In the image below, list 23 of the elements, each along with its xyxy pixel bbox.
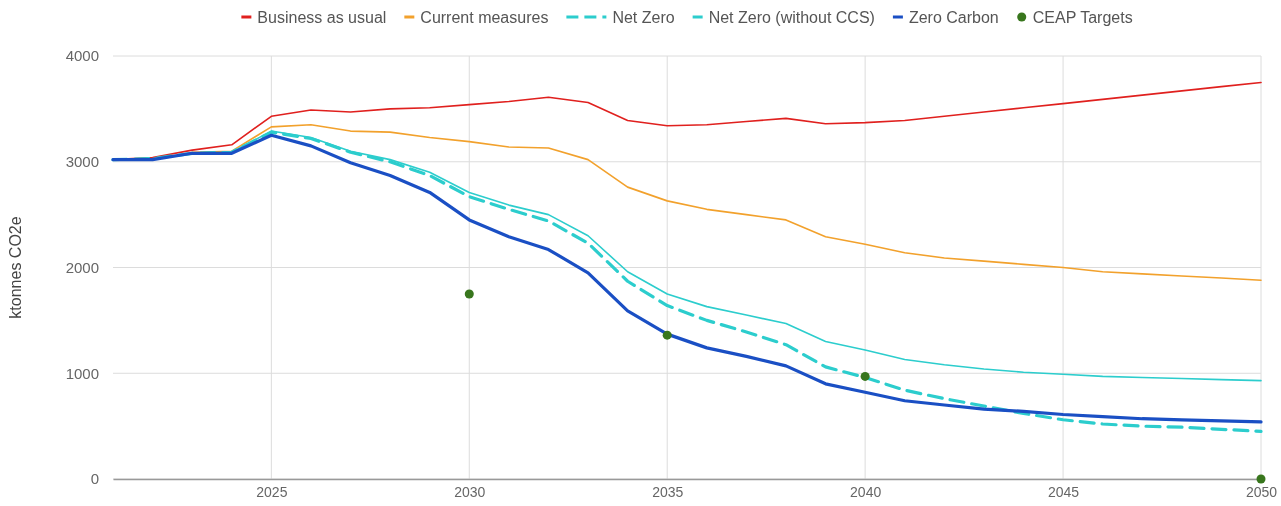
y-tick-label: 0 bbox=[90, 470, 99, 488]
point bbox=[1256, 474, 1266, 484]
line-series bbox=[191, 123, 1262, 281]
x-tick-label: 2030 bbox=[454, 483, 486, 500]
legend-label: Current measures bbox=[420, 9, 549, 26]
y-axis-title: ktonnes CO2e bbox=[7, 216, 24, 319]
point bbox=[860, 371, 870, 381]
legend-label: CEAP Targets bbox=[1032, 9, 1133, 26]
legend-label: Business as usual bbox=[257, 9, 387, 26]
legend-label: Zero Carbon bbox=[908, 9, 999, 26]
x-tick-label: 2050 bbox=[1245, 483, 1278, 500]
x-tick-label: 2025 bbox=[256, 483, 288, 500]
y-tick-label: 1000 bbox=[65, 364, 99, 382]
x-tick-label: 2035 bbox=[652, 483, 684, 500]
y-tick-label: 2000 bbox=[65, 258, 99, 276]
legend-label: Net Zero (without CCS) bbox=[708, 9, 875, 26]
x-tick-label: 2040 bbox=[850, 483, 882, 500]
point bbox=[464, 289, 474, 299]
x-tick-label: 2045 bbox=[1047, 483, 1080, 500]
y-tick-label: 4000 bbox=[65, 47, 99, 65]
legend-label: Net Zero bbox=[612, 9, 675, 26]
y-tick-label: 3000 bbox=[65, 153, 99, 171]
point bbox=[662, 330, 672, 340]
